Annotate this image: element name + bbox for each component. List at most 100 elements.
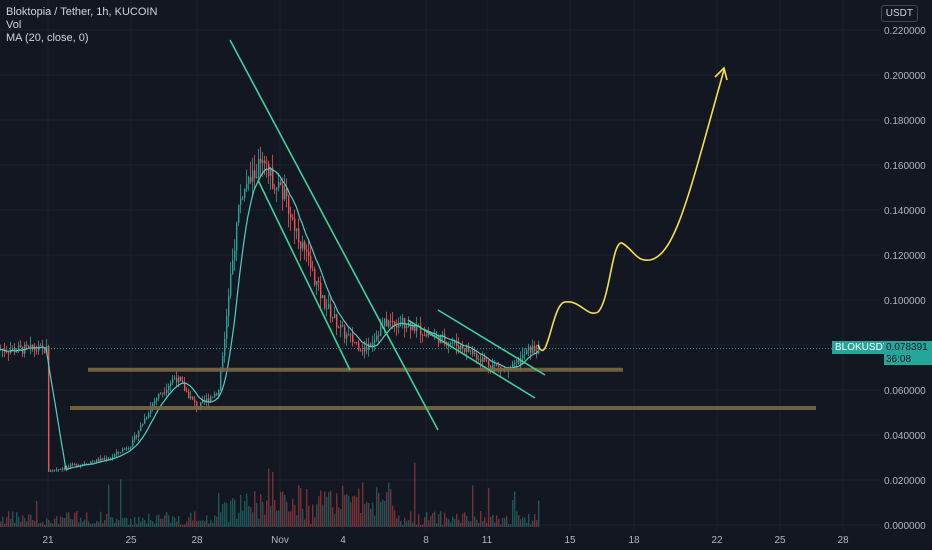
volume-bar	[48, 520, 50, 527]
candle-body	[210, 397, 212, 403]
candle-body	[194, 399, 196, 402]
currency-badge[interactable]: USDT	[880, 5, 918, 22]
volume-bar	[464, 512, 466, 527]
symbol-price-tag: BLOKUSDT	[832, 341, 892, 354]
candle-body	[420, 325, 422, 336]
volume-bar	[236, 518, 238, 527]
volume-bar	[440, 511, 442, 527]
candle-body	[240, 198, 242, 205]
volume-bar	[16, 512, 18, 527]
volume-bar	[76, 511, 78, 527]
symbol-title: Bloktopia / Tether, 1h, KUCOIN	[6, 6, 158, 18]
candle-body	[532, 346, 534, 354]
volume-bar	[114, 523, 116, 527]
candle-body	[376, 335, 378, 341]
candle-body	[160, 393, 162, 395]
candle-body	[48, 346, 50, 472]
volume-bar	[290, 511, 292, 527]
candle-body	[178, 376, 180, 383]
candle-body	[384, 318, 386, 326]
candle-body	[274, 188, 276, 190]
candle-body	[268, 163, 270, 176]
candle-body	[110, 458, 112, 459]
volume-bar	[194, 511, 196, 527]
candle-body	[106, 458, 108, 460]
volume-bar	[532, 520, 534, 527]
candle-body	[406, 326, 408, 329]
candle-body	[492, 364, 494, 369]
candle-body	[140, 425, 142, 432]
projection-arrowhead	[714, 66, 728, 81]
candle-body	[320, 282, 322, 299]
volume-bar	[250, 507, 252, 527]
volume-bar	[192, 520, 194, 527]
candle-body	[208, 398, 210, 403]
candle-body	[66, 466, 68, 469]
candle-body	[484, 357, 486, 361]
candle-body	[172, 379, 174, 383]
volume-bar	[324, 491, 326, 527]
candle-body	[218, 389, 220, 396]
volume-bar	[132, 524, 134, 527]
candle-body	[280, 181, 282, 186]
candle-body	[130, 446, 132, 449]
volume-bar	[354, 495, 356, 527]
candle-body	[96, 459, 98, 463]
bar-countdown: 36:08	[884, 354, 932, 365]
candle-body	[350, 334, 352, 336]
candle-body	[358, 342, 360, 351]
volume-bar	[356, 497, 358, 527]
volume-bar	[386, 491, 388, 527]
candle-body	[364, 346, 366, 352]
candle-body	[40, 345, 42, 347]
volume-bar	[164, 515, 166, 527]
candle-body	[498, 365, 500, 367]
candle-body	[400, 324, 402, 326]
volume-bar	[232, 498, 234, 527]
candle-body	[10, 350, 12, 353]
candle-body	[250, 176, 252, 182]
volume-bar	[360, 512, 362, 527]
candle-body	[412, 325, 414, 331]
volume-bar	[278, 510, 280, 527]
candle-body	[524, 354, 526, 356]
volume-bar	[172, 516, 174, 527]
candle-body	[220, 371, 222, 390]
drawing-annotations	[0, 39, 880, 431]
candle-body	[76, 464, 78, 467]
candle-body	[14, 347, 16, 353]
candle-body	[186, 391, 188, 392]
volume-bar	[96, 521, 98, 527]
volume-bar	[350, 502, 352, 527]
volume-bar	[292, 498, 294, 527]
candle-body	[32, 344, 34, 349]
volume-bar	[148, 513, 150, 527]
volume-bar	[20, 521, 22, 527]
volume-bar	[358, 488, 360, 527]
volume-bar	[496, 515, 498, 527]
volume-bar	[462, 513, 464, 527]
x-tick-label: 22	[711, 535, 723, 546]
volume-bar	[422, 524, 424, 527]
volume-bar	[182, 524, 184, 527]
volume-bar	[288, 511, 290, 527]
volume-bar	[342, 485, 344, 527]
candle-body	[6, 351, 8, 353]
volume-bar	[388, 482, 390, 527]
y-tick-label: 0.020000	[884, 476, 926, 487]
candle-body	[122, 449, 124, 453]
volume-bar	[26, 521, 28, 527]
volume-bar	[80, 517, 82, 527]
candle-body	[138, 431, 140, 437]
volume-bar	[420, 524, 422, 527]
candle-body	[52, 469, 54, 472]
candle-body	[148, 413, 150, 418]
volume-bar	[84, 519, 86, 527]
volume-bar	[176, 521, 178, 527]
volume-bar	[346, 493, 348, 527]
volume-bar	[174, 517, 176, 527]
volume-bar	[32, 519, 34, 527]
candle-body	[354, 341, 356, 343]
candle-body	[298, 228, 300, 243]
